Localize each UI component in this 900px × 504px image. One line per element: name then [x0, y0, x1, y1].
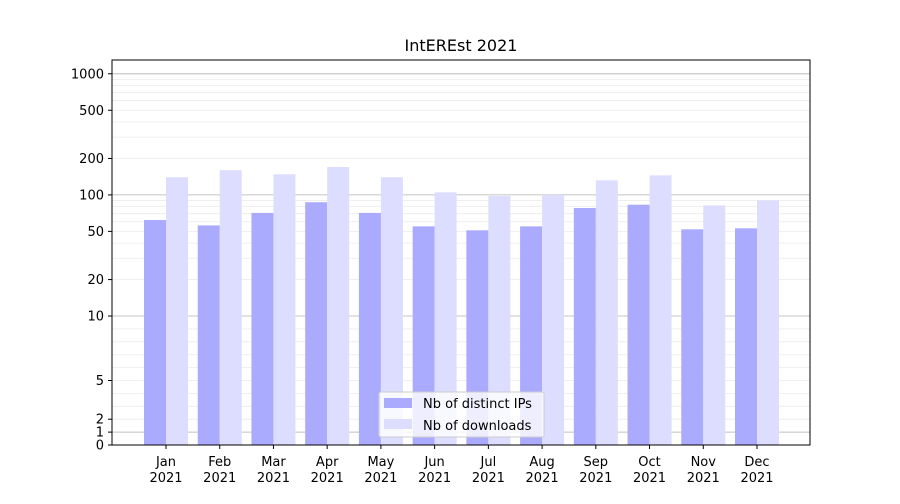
bar-distinct-ips — [627, 204, 650, 445]
y-tick-label: 100 — [79, 188, 104, 203]
bar-downloads — [757, 200, 779, 445]
bar-downloads — [488, 195, 511, 445]
bars-group — [144, 167, 779, 446]
y-tick-label: 20 — [87, 273, 104, 288]
x-tick-label: 2021 — [526, 471, 559, 486]
x-tick-label: 2021 — [311, 471, 344, 486]
x-tick-label: 2021 — [149, 471, 182, 486]
bar-distinct-ips — [412, 226, 435, 445]
x-tick-label: 2021 — [364, 471, 397, 486]
bar-distinct-ips — [466, 230, 489, 445]
y-tick-label: 1000 — [71, 67, 104, 82]
legend-swatch-downloads — [384, 419, 412, 429]
bar-distinct-ips — [144, 220, 166, 445]
plot-frame — [111, 59, 811, 446]
bar-distinct-ips — [305, 202, 328, 445]
bar-distinct-ips — [358, 212, 381, 445]
y-tick-label: 2 — [96, 413, 104, 428]
x-tick-label: 2021 — [472, 471, 505, 486]
legend-box — [378, 391, 545, 438]
bar-distinct-ips — [735, 228, 757, 445]
legend-swatch-distinct-ips — [384, 398, 412, 408]
x-tick-label: 2021 — [740, 471, 773, 486]
bar-downloads — [273, 174, 296, 445]
y-tick-label: 0 — [96, 439, 104, 454]
x-tick-label: Aug — [529, 455, 554, 470]
x-tick-label: Oct — [638, 455, 660, 470]
y-tick-label: 1 — [96, 426, 104, 441]
x-tick-label: 2021 — [418, 471, 451, 486]
y-tick-label: 5 — [96, 374, 104, 389]
x-tick-label: Feb — [208, 455, 231, 470]
bar-distinct-ips — [520, 226, 543, 445]
bar-downloads — [380, 177, 403, 446]
y-tick-label: 200 — [79, 152, 104, 167]
bar-distinct-ips — [251, 212, 274, 445]
x-tick-label: Dec — [744, 455, 769, 470]
x-tick-label: Mar — [261, 455, 286, 470]
bar-distinct-ips — [681, 229, 704, 445]
x-tick-label: Sep — [584, 455, 609, 470]
bar-downloads — [595, 180, 618, 446]
x-axis: Jan2021Feb2021Mar2021Apr2021May2021Jun20… — [149, 445, 774, 486]
bar-downloads — [327, 167, 350, 445]
bar-downloads — [166, 177, 188, 446]
y-tick-label: 500 — [79, 104, 104, 119]
bar-downloads — [542, 194, 565, 445]
legend: Nb of distinct IPs Nb of downloads — [378, 391, 545, 438]
bar-downloads — [649, 175, 672, 445]
y-tick-label: 50 — [87, 225, 104, 240]
x-tick-label: Apr — [316, 455, 339, 470]
legend-label-distinct-ips: Nb of distinct IPs — [423, 397, 532, 412]
x-tick-label: 2021 — [687, 471, 720, 486]
bar-distinct-ips — [573, 207, 596, 445]
legend-label-downloads: Nb of downloads — [423, 419, 532, 434]
bar-distinct-ips — [197, 225, 220, 445]
bar-downloads — [219, 170, 242, 446]
bar-downloads — [434, 192, 457, 445]
x-tick-label: May — [367, 455, 394, 470]
x-tick-label: 2021 — [579, 471, 612, 486]
x-tick-label: Nov — [691, 455, 717, 470]
x-tick-label: 2021 — [257, 471, 290, 486]
y-axis: 012 5 10 20 50 100 200 500 1000 — [71, 67, 112, 454]
y-tick-label: 10 — [87, 310, 104, 325]
x-tick-label: 2021 — [203, 471, 236, 486]
x-tick-label: Jan — [155, 455, 176, 470]
x-tick-label: Jul — [480, 455, 497, 470]
chart-title: IntEREst 2021 — [405, 36, 518, 55]
x-tick-label: Jun — [423, 455, 444, 470]
bar-downloads — [703, 205, 726, 445]
x-tick-label: 2021 — [633, 471, 666, 486]
